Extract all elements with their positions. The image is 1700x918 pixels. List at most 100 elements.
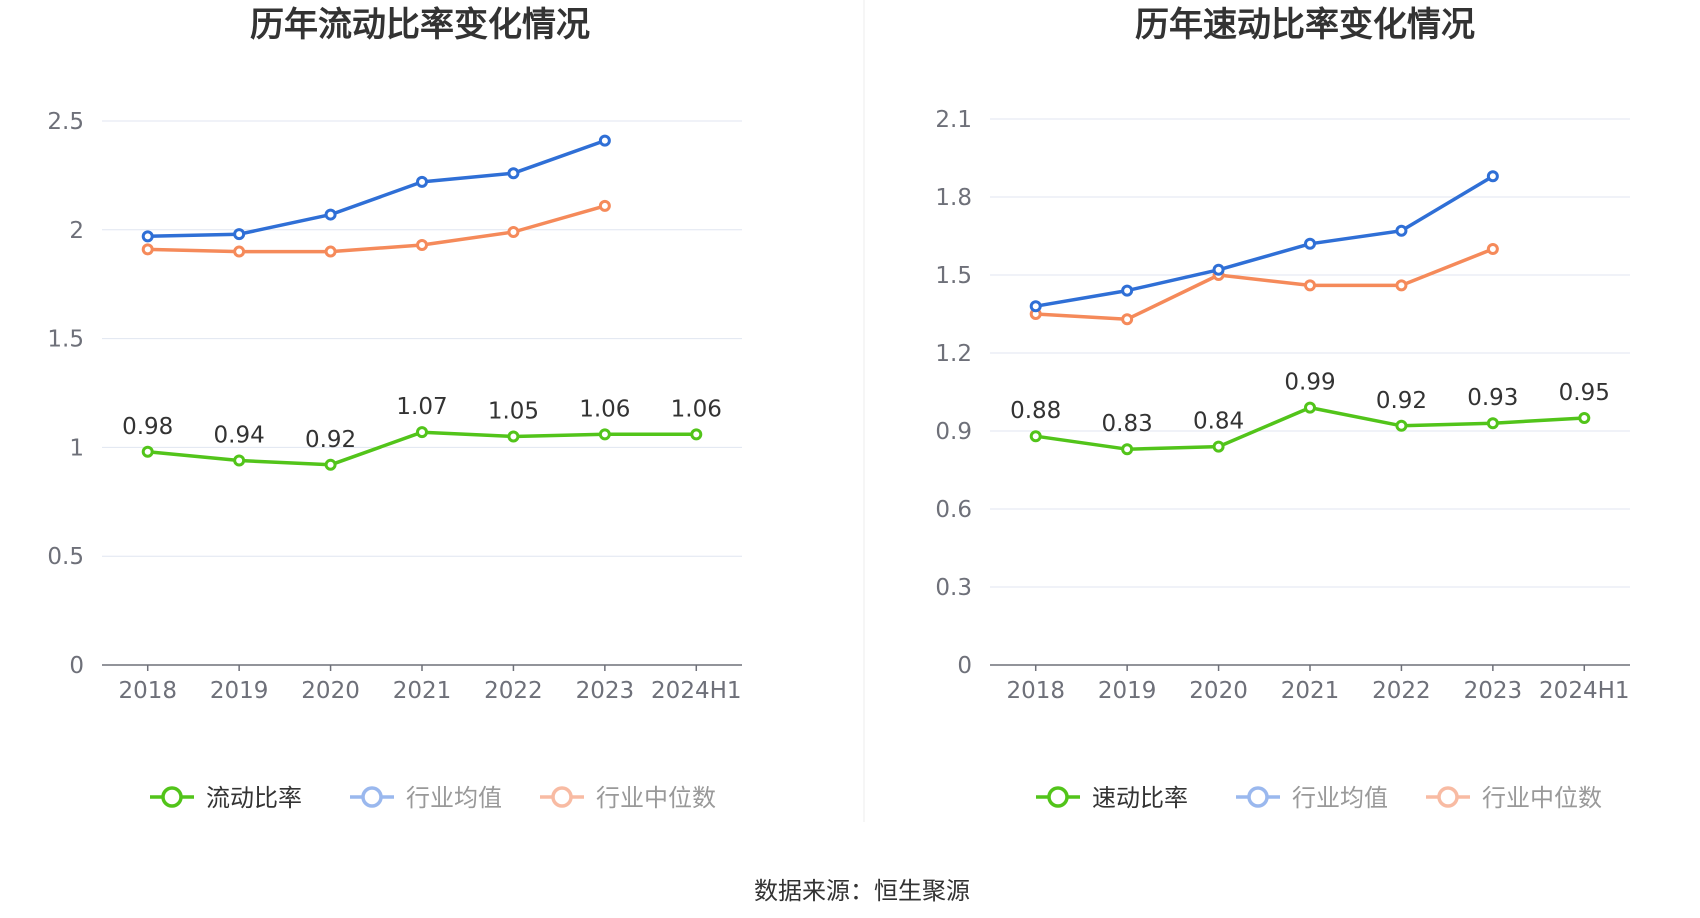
data-point <box>1121 284 1134 297</box>
data-point <box>1395 419 1408 432</box>
data-point <box>1029 430 1042 443</box>
x-tick-label: 2018 <box>118 678 177 704</box>
x-tick-label: 2018 <box>1006 678 1065 704</box>
y-tick-label: 1.5 <box>935 263 972 289</box>
data-label: 1.06 <box>671 396 722 422</box>
data-label: 0.99 <box>1284 370 1335 396</box>
data-point <box>1304 401 1316 414</box>
data-point <box>1304 279 1316 292</box>
data-point <box>1578 412 1591 424</box>
legend-label: 行业均值 <box>406 784 502 812</box>
data-label: 1.05 <box>488 399 539 425</box>
data-point <box>1121 443 1134 456</box>
y-tick-label: 1.2 <box>935 341 972 367</box>
data-point <box>1212 263 1225 276</box>
legend-label: 行业中位数 <box>596 784 716 812</box>
data-point <box>1395 224 1408 237</box>
legend-item[interactable]: 行业均值 <box>350 784 502 812</box>
current-ratio-chart: 历年流动比率变化情况 0 0.5 1 1.5 2 2.5 2018 2019 2020 2021 20… <box>47 5 742 812</box>
legend-item[interactable]: 速动比率 <box>1036 784 1188 812</box>
legend-label: 行业均值 <box>1292 784 1388 812</box>
data-label: 1.07 <box>396 394 447 420</box>
data-point <box>416 175 428 188</box>
legend-item[interactable]: 行业中位数 <box>1426 784 1602 812</box>
x-tick-label: 2021 <box>1281 678 1340 704</box>
x-tick-label: 2019 <box>1098 678 1157 704</box>
data-label: 1.06 <box>579 396 630 422</box>
series-line <box>147 204 606 254</box>
data-point <box>1121 313 1134 326</box>
data-point <box>1029 300 1042 313</box>
data-point <box>598 134 611 147</box>
legend-item[interactable]: 行业均值 <box>1236 784 1388 812</box>
data-point <box>1486 170 1499 183</box>
data-point <box>1212 440 1225 453</box>
legend-item[interactable]: 流动比率 <box>150 784 302 812</box>
data-label: 0.94 <box>214 422 265 448</box>
x-tick-label: 2024H1 <box>1539 678 1629 704</box>
data-label: 0.93 <box>1467 385 1518 411</box>
legend-circle-icon <box>161 786 183 808</box>
y-tick-label: 0.6 <box>935 497 972 523</box>
legend-circle-icon <box>1437 786 1459 808</box>
data-point <box>233 228 246 241</box>
data-point <box>507 430 520 443</box>
y-tick-label: 1 <box>69 435 84 461</box>
data-point <box>1486 243 1499 255</box>
x-tick-label: 2020 <box>301 678 360 704</box>
y-tick-label: 0.5 <box>47 544 84 570</box>
x-tick-label: 2021 <box>393 678 452 704</box>
data-label: 0.83 <box>1102 411 1153 437</box>
data-point <box>141 230 154 243</box>
data-point <box>141 243 154 256</box>
data-source-label: 数据来源：恒生聚源 <box>754 877 970 905</box>
quick-ratio-chart: 历年速动比率变化情况 0 0.3 0.6 0.9 1.2 1.5 1.8 2.1 2018 2019… <box>935 5 1630 812</box>
y-tick-label: 2.1 <box>935 107 972 133</box>
series-line <box>147 138 606 239</box>
data-point <box>598 428 611 441</box>
x-tick-label: 2024H1 <box>651 678 741 704</box>
data-point <box>507 225 520 238</box>
legend-circle-icon <box>551 786 573 808</box>
data-point <box>324 245 337 258</box>
data-point <box>1395 279 1408 292</box>
legend-circle-icon <box>1247 786 1269 808</box>
y-tick-label: 0.3 <box>935 575 972 601</box>
y-tick-label: 0 <box>957 653 972 679</box>
data-label: 0.95 <box>1559 380 1610 406</box>
data-point <box>324 208 337 221</box>
x-tick-label: 2023 <box>1464 678 1523 704</box>
legend-label: 流动比率 <box>206 784 302 812</box>
data-point <box>416 426 428 439</box>
data-point <box>690 428 703 441</box>
y-tick-label: 0.9 <box>935 419 972 445</box>
y-tick-label: 1.8 <box>935 185 972 211</box>
data-point <box>416 239 428 252</box>
x-tick-label: 2022 <box>484 678 543 704</box>
series-line <box>1035 174 1494 308</box>
data-point <box>598 199 611 212</box>
legend-circle-icon <box>1047 786 1069 808</box>
y-tick-label: 2.5 <box>47 109 84 135</box>
legend-circle-icon <box>361 786 383 808</box>
series-line <box>1035 247 1494 321</box>
data-point <box>233 454 246 467</box>
x-tick-label: 2020 <box>1189 678 1248 704</box>
x-tick-label: 2022 <box>1372 678 1431 704</box>
data-label: 0.98 <box>122 414 173 440</box>
data-point <box>233 245 246 258</box>
chart-title: 历年流动比率变化情况 <box>250 5 590 45</box>
data-point <box>507 167 520 180</box>
data-point <box>1304 237 1316 250</box>
data-label: 0.92 <box>1376 388 1427 414</box>
legend-label: 行业中位数 <box>1482 784 1602 812</box>
data-label: 0.92 <box>305 427 356 453</box>
data-point <box>324 458 337 471</box>
chart-title: 历年速动比率变化情况 <box>1135 5 1475 45</box>
legend-item[interactable]: 行业中位数 <box>540 784 716 812</box>
y-tick-label: 1.5 <box>47 327 84 353</box>
data-point <box>1486 417 1499 430</box>
y-tick-label: 0 <box>69 653 84 679</box>
